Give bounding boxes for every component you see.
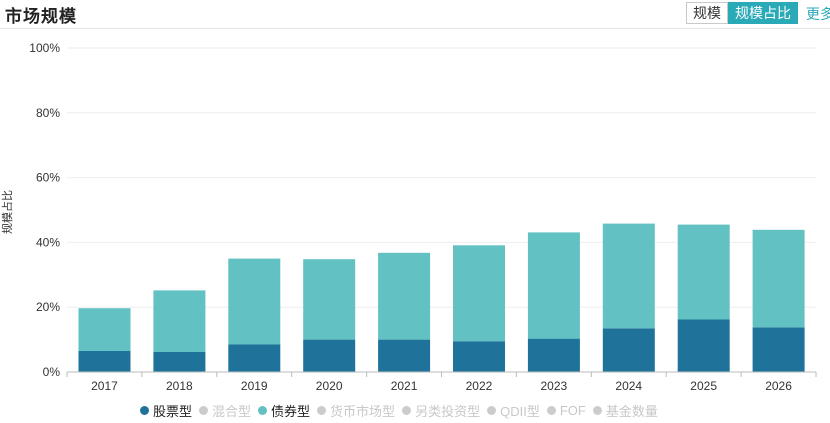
bar-bond-2023[interactable] bbox=[527, 232, 580, 339]
legend-label: 基金数量 bbox=[605, 404, 658, 419]
x-tick-label: 2020 bbox=[316, 379, 343, 393]
y-tick-label: 100% bbox=[29, 41, 60, 55]
legend-dot-icon bbox=[317, 406, 327, 415]
toggle-share-button[interactable]: 规模占比 bbox=[728, 2, 798, 24]
legend-label: FOF bbox=[559, 403, 586, 418]
bar-stock-2023[interactable] bbox=[527, 338, 580, 372]
x-tick-label: 2022 bbox=[466, 379, 493, 393]
legend-dot-icon bbox=[402, 406, 412, 415]
legend-item-6[interactable]: FOF bbox=[546, 403, 586, 418]
legend-item-7[interactable]: 基金数量 bbox=[592, 401, 658, 420]
bar-bond-2025[interactable] bbox=[677, 224, 730, 320]
page-title: 市场规模 bbox=[5, 7, 77, 26]
legend-label: 股票型 bbox=[153, 404, 193, 419]
legend-label: QDII型 bbox=[500, 404, 540, 419]
bar-bond-2022[interactable] bbox=[453, 245, 505, 342]
bar-bond-2024[interactable] bbox=[602, 223, 655, 329]
x-tick-label: 2018 bbox=[166, 379, 193, 393]
bar-stock-2022[interactable] bbox=[453, 341, 505, 372]
legend-label: 混合型 bbox=[212, 404, 252, 419]
x-tick-label: 2019 bbox=[241, 379, 268, 393]
y-tick-label: 40% bbox=[36, 235, 60, 249]
y-tick-label: 0% bbox=[43, 365, 61, 379]
legend-label: 另类投资型 bbox=[415, 404, 481, 419]
legend-item-3[interactable]: 货币市场型 bbox=[317, 401, 395, 420]
bar-stock-2026[interactable] bbox=[752, 327, 805, 372]
axis-layer: 0% 20% 40% 60% 80% 100% 规模占比 2017 2018 2019 2020 20… bbox=[0, 41, 817, 393]
legend-dot-icon bbox=[546, 406, 556, 415]
bar-stock-2021[interactable] bbox=[378, 339, 431, 372]
bar-layer bbox=[78, 223, 805, 373]
legend-label: 债券型 bbox=[271, 404, 311, 419]
bar-bond-2017[interactable] bbox=[78, 308, 131, 351]
toggle-scale-button[interactable]: 规模 bbox=[686, 2, 728, 24]
more-link[interactable]: 更多 bbox=[806, 6, 830, 22]
x-tick-label: 2026 bbox=[765, 379, 792, 393]
x-tick-label: 2025 bbox=[690, 379, 717, 393]
legend-dot-icon bbox=[592, 406, 602, 415]
bar-bond-2026[interactable] bbox=[752, 229, 805, 328]
legend-dot-icon bbox=[140, 406, 149, 415]
y-tick-label: 80% bbox=[36, 106, 60, 120]
y-tick-label: 20% bbox=[36, 300, 60, 314]
bar-bond-2021[interactable] bbox=[378, 252, 431, 340]
legend-item-0[interactable]: 股票型 bbox=[140, 401, 192, 420]
bar-stock-2024[interactable] bbox=[602, 328, 655, 372]
x-tick-label: 2017 bbox=[91, 379, 118, 393]
chart-legend: 股票型 混合型 债券型 货币市场型 另类投资型 QDII型 FOF 基金数量 bbox=[140, 401, 665, 420]
x-tick-label: 2021 bbox=[391, 379, 418, 393]
bar-stock-2020[interactable] bbox=[303, 339, 356, 372]
bar-stock-2018[interactable] bbox=[153, 351, 206, 372]
bar-bond-2019[interactable] bbox=[228, 258, 281, 345]
legend-label: 货币市场型 bbox=[330, 404, 396, 419]
y-tick-label: 60% bbox=[36, 171, 60, 185]
bar-stock-2017[interactable] bbox=[78, 350, 131, 372]
bar-stock-2025[interactable] bbox=[677, 319, 730, 373]
y-axis-title: 规模占比 bbox=[0, 190, 14, 234]
legend-item-1[interactable]: 混合型 bbox=[199, 401, 251, 420]
bar-bond-2020[interactable] bbox=[303, 259, 356, 340]
legend-item-5[interactable]: QDII型 bbox=[487, 401, 540, 420]
legend-dot-icon bbox=[199, 406, 209, 415]
legend-dot-icon bbox=[487, 406, 497, 415]
market-share-chart: 0% 20% 40% 60% 80% 100% 规模占比 2017 2018 2019 2020 20… bbox=[0, 41, 817, 393]
header-divider bbox=[0, 28, 830, 29]
legend-dot-icon bbox=[258, 406, 268, 415]
x-tick-label: 2023 bbox=[540, 379, 567, 393]
bar-bond-2018[interactable] bbox=[153, 290, 206, 352]
x-tick-label: 2024 bbox=[615, 379, 642, 393]
bar-stock-2019[interactable] bbox=[228, 344, 281, 373]
legend-item-2[interactable]: 债券型 bbox=[258, 401, 310, 420]
view-toggle: 规模 规模占比 bbox=[686, 2, 798, 24]
legend-item-4[interactable]: 另类投资型 bbox=[402, 401, 480, 420]
